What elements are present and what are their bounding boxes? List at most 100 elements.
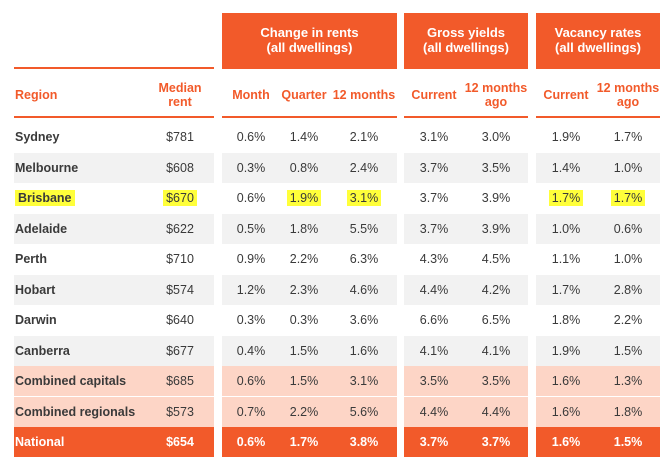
cell-value: 0.7% — [236, 404, 266, 419]
cell-y12: 4.5% — [464, 244, 528, 274]
cell-value: 4.4% — [419, 282, 449, 297]
cell-v12: 1.7% — [596, 183, 660, 213]
cell-value: 0.6% — [613, 221, 643, 236]
cell-v12: 1.8% — [596, 397, 660, 427]
cell-yc: 3.7% — [404, 214, 464, 244]
cell-median: $685 — [150, 366, 210, 396]
row-band — [404, 152, 528, 183]
col-month: Month — [232, 88, 270, 102]
table-row: Melbourne $608 0.3% 0.8% 2.4% 3.7% 3.5% 1.4% 1.0… — [0, 152, 668, 183]
cell-twelve: 5.6% — [331, 397, 397, 427]
cell-twelve: 1.6% — [331, 336, 397, 366]
cell-region: Melbourne — [12, 153, 155, 183]
table-row: Hobart $574 1.2% 2.3% 4.6% 4.4% 4.2% 1.7% 2.8% — [0, 274, 668, 305]
cell-value: 1.9% — [551, 130, 581, 144]
cell-value: 0.3% — [236, 313, 266, 327]
rule-head-left — [14, 116, 214, 118]
cell-quarter: 0.8% — [277, 153, 331, 183]
cell-y12: 4.4% — [464, 397, 528, 427]
cell-value: $654 — [166, 435, 194, 449]
cell-month: 0.6% — [226, 366, 276, 396]
cell-twelve: 5.5% — [331, 214, 397, 244]
cell-value: $710 — [166, 252, 194, 266]
row-band — [222, 396, 397, 427]
cell-month: 0.3% — [226, 305, 276, 335]
cell-value: 1.5% — [613, 343, 643, 358]
cell-yc: 3.7% — [404, 183, 464, 213]
col-vacancy-12-months-ago: 12 months ago — [596, 81, 660, 109]
cell-median: $622 — [150, 214, 210, 244]
cell-vc: 1.4% — [536, 153, 596, 183]
cell-value: 6.5% — [481, 313, 511, 327]
table-row: Sydney $781 0.6% 1.4% 2.1% 3.1% 3.0% 1.9% 1.7% — [0, 122, 668, 152]
cell-twelve: 2.1% — [331, 122, 397, 152]
cell-value: 3.5% — [481, 160, 511, 175]
table-row: Canberra $677 0.4% 1.5% 1.6% 4.1% 4.1% 1.9% 1.5% — [0, 335, 668, 366]
row-band — [14, 427, 214, 457]
cell-value: 3.8% — [349, 435, 379, 449]
rule-vacancy — [536, 67, 660, 69]
cell-month: 0.6% — [226, 122, 276, 152]
cell-value: 2.2% — [289, 404, 319, 419]
cell-quarter: 1.7% — [277, 427, 331, 457]
col-yield-current: Current — [411, 88, 457, 102]
cell-value: 1.8% — [551, 313, 581, 327]
cell-value: 1.5% — [289, 343, 319, 358]
cell-y12: 3.5% — [464, 153, 528, 183]
cell-value: 3.5% — [419, 374, 449, 388]
cell-region: Adelaide — [12, 214, 155, 244]
cell-vc: 1.7% — [536, 183, 596, 213]
cell-value: 4.3% — [419, 252, 449, 266]
cell-value: $574 — [166, 282, 194, 297]
table-row: Perth $710 0.9% 2.2% 6.3% 4.3% 4.5% 1.1% 1.0% — [0, 244, 668, 274]
cell-yc: 4.4% — [404, 275, 464, 305]
cell-value: 1.0% — [613, 252, 643, 266]
cell-value: 2.2% — [613, 313, 643, 327]
cell-value: $677 — [166, 343, 194, 358]
cell-value: Sydney — [15, 130, 60, 144]
cell-region: Combined regionals — [12, 397, 155, 427]
cell-value: 3.7% — [419, 191, 449, 205]
cell-value: 1.2% — [236, 282, 266, 297]
cell-value: 3.1% — [349, 374, 379, 388]
cell-quarter: 1.8% — [277, 214, 331, 244]
cell-yc: 3.1% — [404, 122, 464, 152]
cell-value: 4.2% — [481, 282, 511, 297]
table-row: Combined capitals $685 0.6% 1.5% 3.1% 3.5% 3.5… — [0, 366, 668, 396]
cell-value: 3.6% — [349, 313, 379, 327]
cell-v12: 1.3% — [596, 366, 660, 396]
cell-value: 3.0% — [481, 130, 511, 144]
row-band — [404, 366, 528, 396]
cell-value: $685 — [166, 374, 194, 388]
row-band — [222, 274, 397, 305]
cell-y12: 6.5% — [464, 305, 528, 335]
cell-yc: 3.7% — [404, 153, 464, 183]
cell-value: 4.1% — [481, 343, 511, 358]
rule-head-yields — [404, 116, 528, 118]
cell-value: $573 — [166, 404, 194, 419]
cell-v12: 1.5% — [596, 336, 660, 366]
row-band — [404, 427, 528, 457]
cell-value: 3.7% — [419, 160, 449, 175]
cell-vc: 1.6% — [536, 427, 596, 457]
cell-value: 1.6% — [551, 404, 581, 419]
cell-vc: 1.6% — [536, 397, 596, 427]
col-12-months: 12 months — [332, 88, 396, 102]
cell-quarter: 1.5% — [277, 366, 331, 396]
cell-value: 0.6% — [236, 130, 266, 144]
cell-value: 3.1% — [346, 190, 382, 206]
cell-v12: 1.5% — [596, 427, 660, 457]
cell-value: 1.8% — [289, 221, 319, 236]
header-vacancy-rates: Vacancy rates (all dwellings) — [536, 13, 660, 67]
cell-value: 0.6% — [236, 435, 266, 449]
cell-value: 0.9% — [236, 252, 266, 266]
cell-value: Melbourne — [15, 160, 79, 175]
cell-value: 0.6% — [236, 374, 266, 388]
cell-value: 2.4% — [349, 160, 379, 175]
cell-value: Hobart — [15, 282, 56, 297]
cell-median: $677 — [150, 336, 210, 366]
cell-v12: 1.7% — [596, 122, 660, 152]
row-band — [536, 366, 660, 396]
cell-yc: 6.6% — [404, 305, 464, 335]
cell-value: $608 — [166, 160, 194, 175]
